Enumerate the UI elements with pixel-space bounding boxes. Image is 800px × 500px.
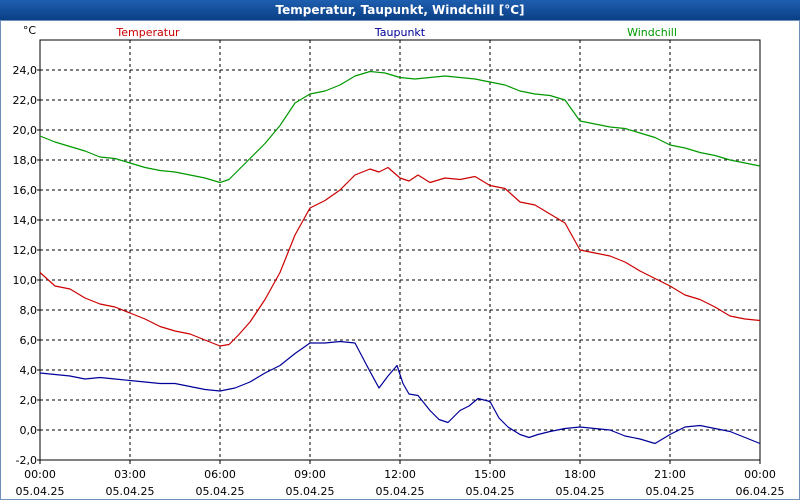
x-tick-time-label: 21:00 [654,468,686,481]
y-tick-label: 10,0 [13,274,38,287]
x-tick-time-label: 12:00 [384,468,416,481]
y-axis-label: °C [23,24,37,37]
y-tick-label: 0,0 [20,424,38,437]
x-tick-date-label: 05.04.25 [16,485,65,498]
x-tick-date-label: 05.04.25 [556,485,605,498]
x-tick-time-label: 15:00 [474,468,506,481]
y-tick-label: 2,0 [20,394,38,407]
y-tick-label: -2,0 [16,454,37,467]
y-tick-label: 14,0 [13,214,38,227]
legend-taupunkt: Taupunkt [374,26,426,39]
y-tick-label: 24,0 [13,64,38,77]
y-tick-label: 6,0 [20,334,38,347]
x-tick-time-label: 03:00 [114,468,146,481]
chart-title: Temperatur, Taupunkt, Windchill [°C] [0,0,800,20]
x-tick-time-label: 06:00 [204,468,236,481]
y-tick-label: 12,0 [13,244,38,257]
x-tick-time-label: 00:00 [744,468,776,481]
y-tick-label: 8,0 [20,304,38,317]
legend-windchill: Windchill [627,26,677,39]
x-tick-time-label: 18:00 [564,468,596,481]
x-tick-date-label: 05.04.25 [196,485,245,498]
x-tick-time-label: 00:00 [24,468,56,481]
y-tick-label: 22,0 [13,94,38,107]
series-line-taupunkt [39,340,761,445]
x-tick-time-label: 09:00 [294,468,326,481]
plot-border [39,39,761,461]
y-tick-label: 20,0 [13,124,38,137]
x-tick-date-label: 05.04.25 [106,485,155,498]
series-line-temperatur [39,166,761,347]
series-line-windchill [39,70,761,184]
x-tick-date-label: 06.04.25 [736,485,785,498]
x-tick-date-label: 05.04.25 [376,485,425,498]
x-tick-date-label: 05.04.25 [646,485,695,498]
y-tick-label: 16,0 [13,184,38,197]
legend-temperatur: Temperatur [115,26,180,39]
x-tick-date-label: 05.04.25 [286,485,335,498]
x-tick-date-label: 05.04.25 [466,485,515,498]
y-tick-label: 4,0 [20,364,38,377]
y-tick-label: 18,0 [13,154,38,167]
